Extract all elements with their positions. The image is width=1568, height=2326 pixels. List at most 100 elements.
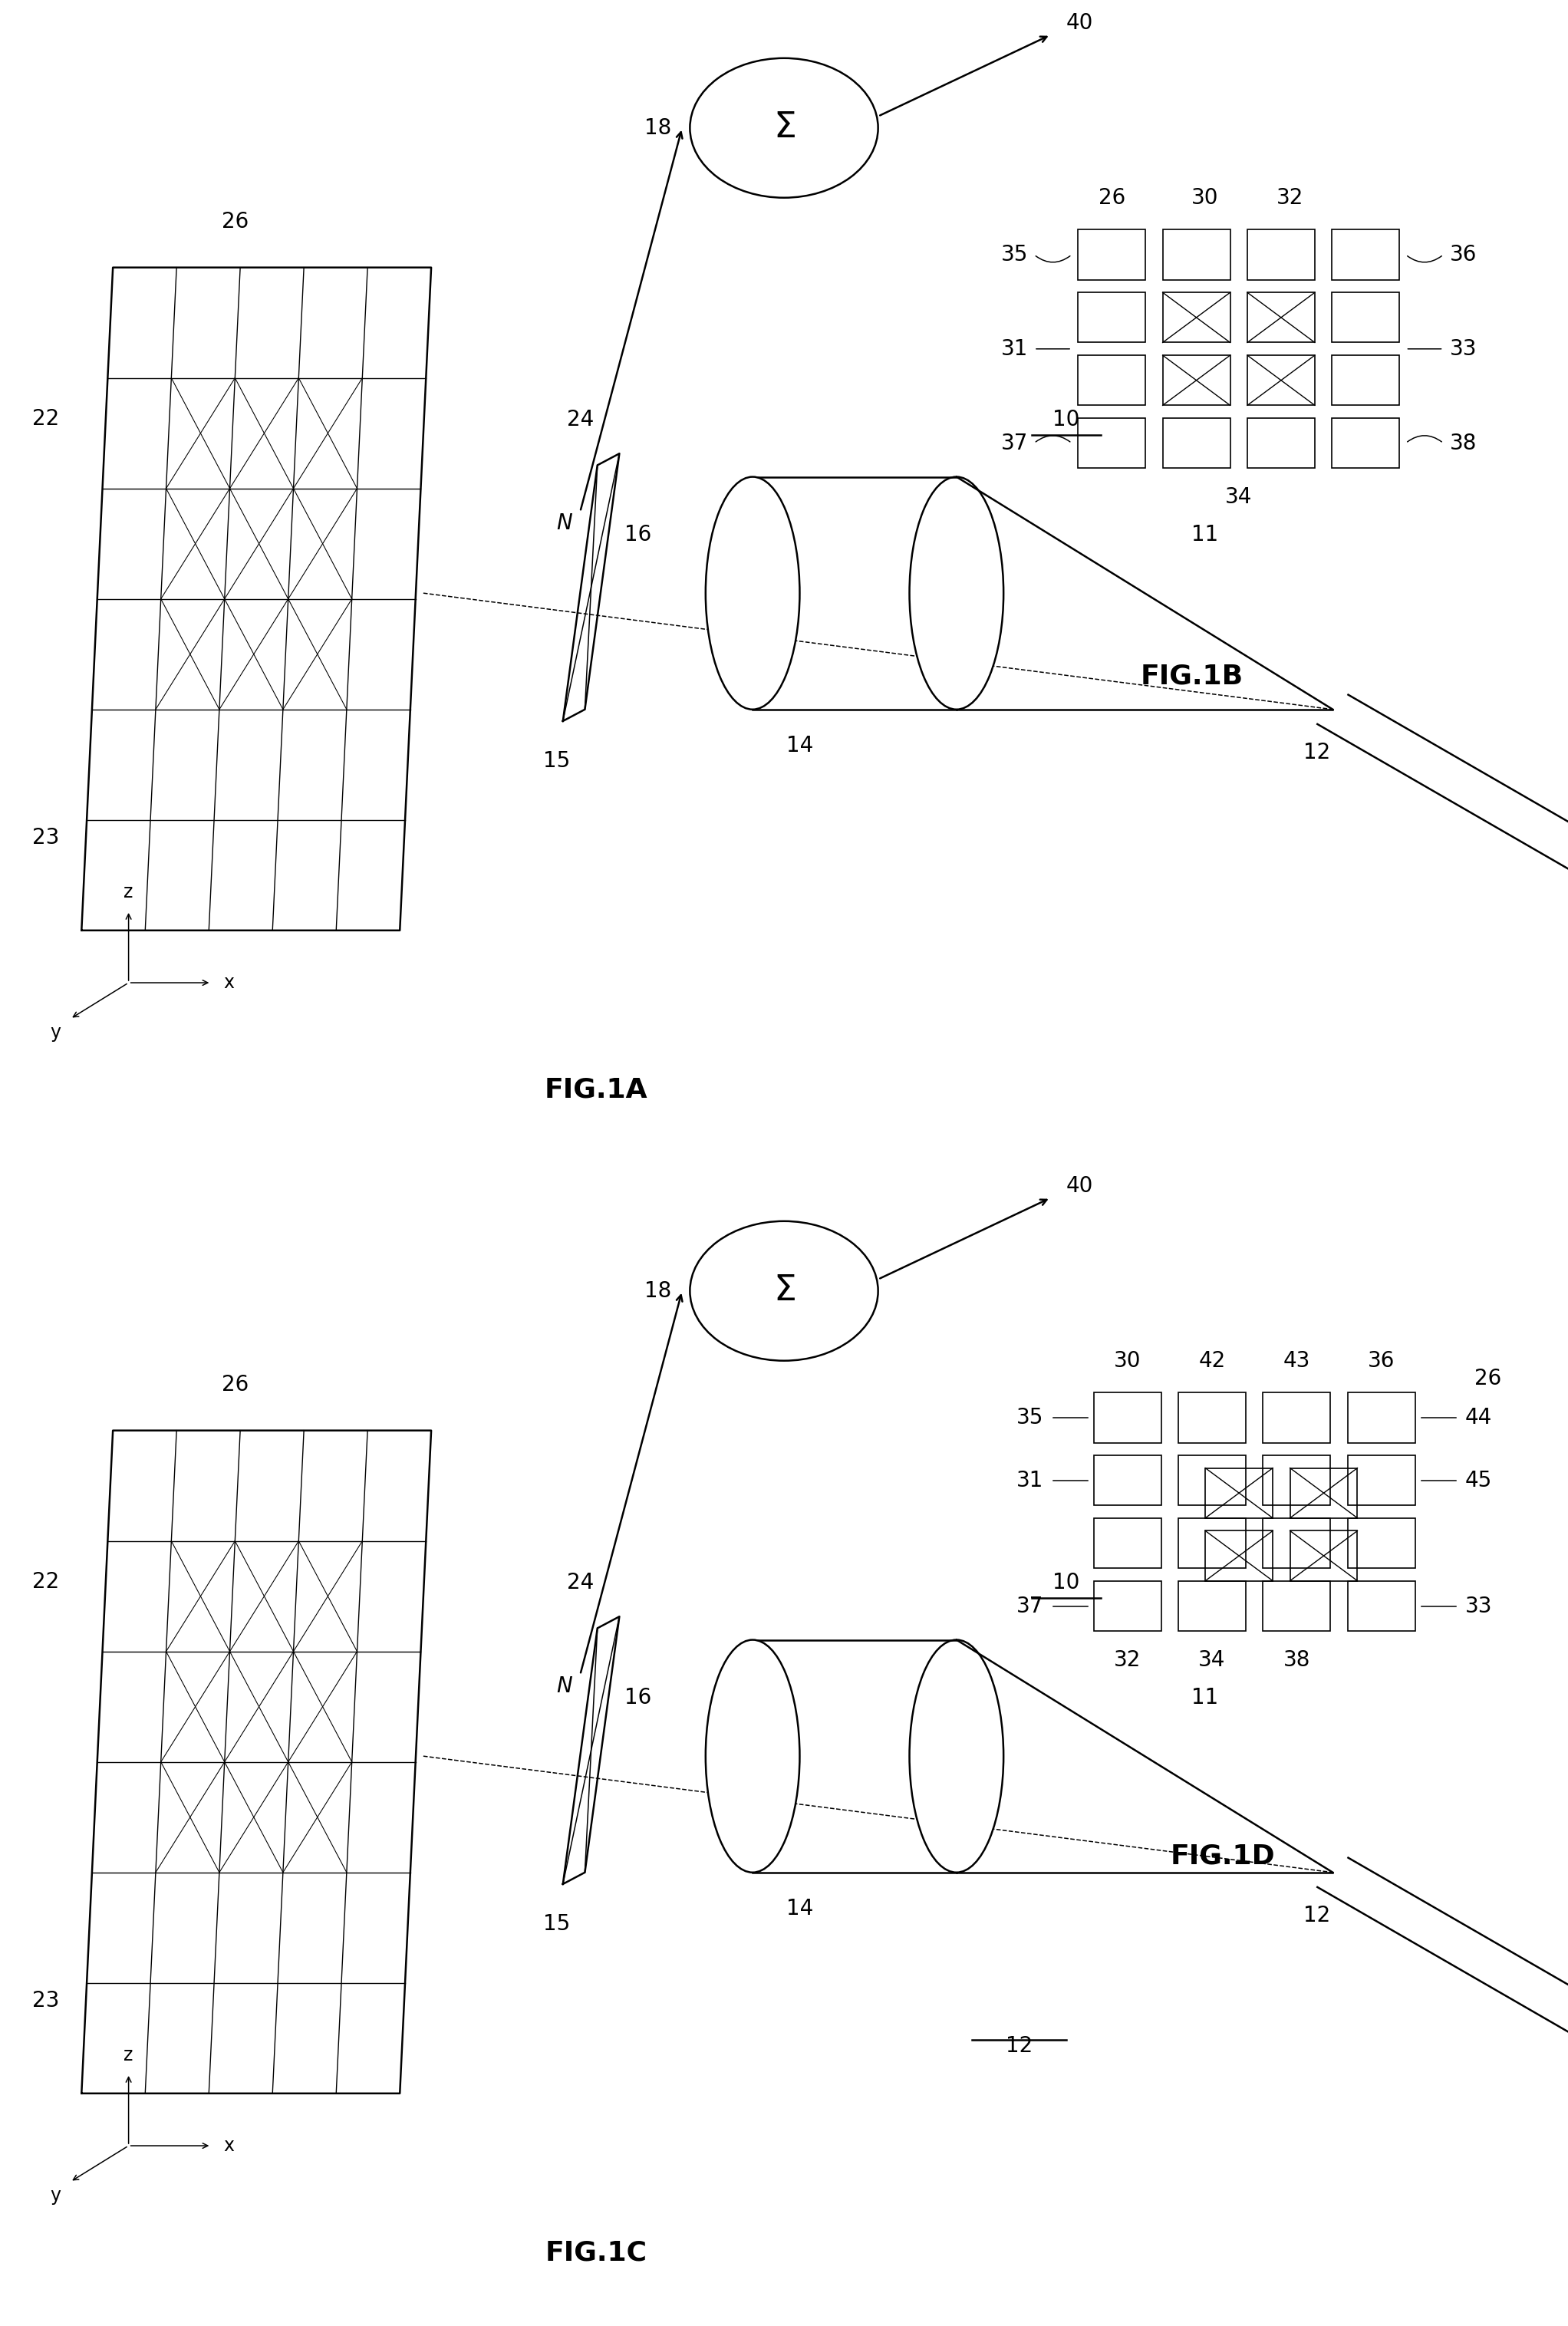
Text: 36: 36	[1367, 1351, 1396, 1372]
Bar	[1264, 1582, 1331, 1631]
Text: 12: 12	[1005, 2035, 1033, 2056]
Bar	[1079, 230, 1146, 279]
Bar	[1333, 356, 1400, 405]
Text: 32: 32	[1276, 188, 1303, 209]
Bar	[1179, 1582, 1247, 1631]
Text: FIG.1C: FIG.1C	[544, 2240, 648, 2266]
Bar	[1079, 293, 1146, 342]
Text: 10: 10	[1052, 409, 1080, 430]
Text: N: N	[557, 512, 572, 535]
Text: 15: 15	[543, 1912, 571, 1935]
Bar	[1079, 356, 1146, 405]
Bar	[1248, 230, 1316, 279]
Text: 35: 35	[1000, 244, 1029, 265]
Text: 37: 37	[1016, 1596, 1044, 1617]
Bar	[1163, 293, 1231, 342]
Text: y: y	[50, 1023, 61, 1042]
Text: 30: 30	[1113, 1351, 1142, 1372]
Text: 33: 33	[1466, 1596, 1493, 1617]
Ellipse shape	[690, 1221, 878, 1361]
Text: 11: 11	[1192, 1686, 1218, 1710]
Bar	[1264, 1519, 1331, 1568]
Bar	[1348, 1582, 1416, 1631]
Text: 24: 24	[566, 1572, 594, 1593]
Bar	[1348, 1519, 1416, 1568]
Text: 31: 31	[1000, 337, 1029, 361]
Text: 16: 16	[624, 1686, 651, 1710]
Text: $\Sigma$: $\Sigma$	[773, 112, 795, 144]
Bar	[1179, 1519, 1247, 1568]
Text: 38: 38	[1450, 433, 1477, 454]
Bar	[1179, 1456, 1247, 1505]
Text: 30: 30	[1192, 188, 1218, 209]
Text: 14: 14	[786, 735, 814, 756]
Text: FIG.1D: FIG.1D	[1171, 1842, 1275, 1870]
Text: 42: 42	[1198, 1351, 1226, 1372]
Text: 26: 26	[1475, 1368, 1502, 1389]
Text: 26: 26	[221, 1375, 249, 1396]
Text: 43: 43	[1283, 1351, 1311, 1372]
Text: FIG.1B: FIG.1B	[1140, 663, 1243, 688]
Bar	[1179, 1393, 1247, 1442]
Bar	[1348, 1456, 1416, 1505]
Bar	[1333, 230, 1400, 279]
Bar	[1079, 419, 1146, 468]
Text: 18: 18	[644, 116, 671, 140]
Text: 37: 37	[1000, 433, 1029, 454]
Text: 15: 15	[543, 751, 571, 772]
Text: 22: 22	[33, 1570, 60, 1593]
Text: 33: 33	[1450, 337, 1477, 361]
Text: z: z	[124, 2047, 133, 2065]
Text: y: y	[50, 2186, 61, 2205]
Text: x: x	[224, 975, 235, 991]
Text: x: x	[224, 2138, 235, 2154]
Text: 34: 34	[1225, 486, 1253, 507]
Ellipse shape	[909, 1640, 1004, 1872]
Text: 12: 12	[1303, 1905, 1331, 1926]
Bar	[1248, 293, 1316, 342]
Text: 26: 26	[221, 212, 249, 233]
Text: z: z	[124, 884, 133, 902]
Text: 23: 23	[33, 1989, 60, 2012]
Text: 10: 10	[1052, 1572, 1080, 1593]
Bar	[1163, 419, 1231, 468]
Text: 34: 34	[1198, 1649, 1226, 1670]
Bar	[1163, 356, 1231, 405]
Bar	[1094, 1519, 1162, 1568]
Bar	[1206, 1468, 1273, 1519]
Text: FIG.1A: FIG.1A	[544, 1077, 648, 1103]
Bar	[1264, 1393, 1331, 1442]
Bar	[1163, 230, 1231, 279]
Text: 23: 23	[33, 826, 60, 849]
Text: 18: 18	[644, 1279, 671, 1303]
Text: 31: 31	[1016, 1470, 1044, 1491]
Bar	[1264, 1456, 1331, 1505]
Bar	[1348, 1393, 1416, 1442]
Bar	[1290, 1531, 1358, 1582]
Bar	[1094, 1582, 1162, 1631]
Text: 40: 40	[1066, 1175, 1093, 1198]
Ellipse shape	[706, 477, 800, 709]
Text: $\Sigma$: $\Sigma$	[773, 1275, 795, 1307]
Text: 32: 32	[1113, 1649, 1142, 1670]
Text: 40: 40	[1066, 12, 1093, 35]
Bar	[1290, 1468, 1358, 1519]
Text: 36: 36	[1450, 244, 1477, 265]
Bar	[1248, 419, 1316, 468]
Text: 45: 45	[1466, 1470, 1493, 1491]
Bar	[1333, 419, 1400, 468]
Text: 38: 38	[1283, 1649, 1311, 1670]
Bar	[1206, 1531, 1273, 1582]
Text: 24: 24	[566, 409, 594, 430]
Bar	[1094, 1393, 1162, 1442]
Bar	[1094, 1456, 1162, 1505]
Text: 12: 12	[1303, 742, 1331, 763]
Text: 16: 16	[624, 523, 651, 547]
Ellipse shape	[909, 477, 1004, 709]
Ellipse shape	[690, 58, 878, 198]
Bar	[1248, 356, 1316, 405]
Text: 22: 22	[33, 407, 60, 430]
Ellipse shape	[706, 1640, 800, 1872]
Text: 11: 11	[1192, 523, 1218, 547]
Bar	[1333, 293, 1400, 342]
